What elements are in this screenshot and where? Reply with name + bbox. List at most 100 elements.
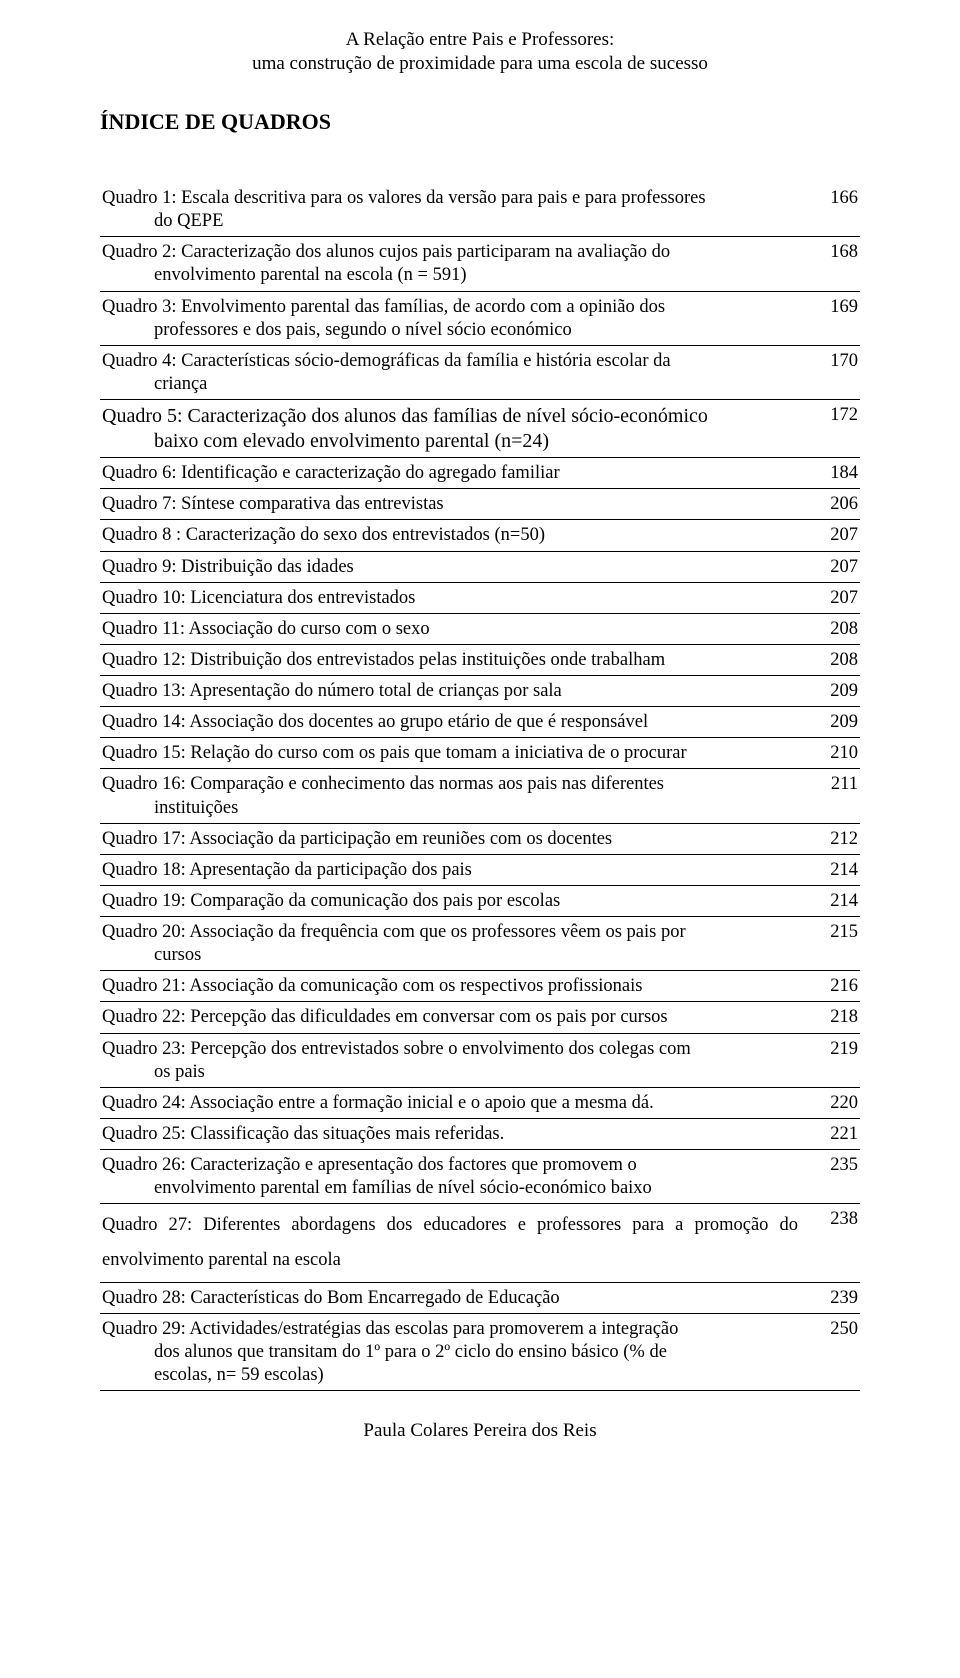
row-description: Quadro 16: Comparação e conhecimento das… xyxy=(100,769,800,823)
table-row: Quadro 7: Síntese comparativa das entrev… xyxy=(100,489,860,520)
row-text: Quadro 15: Relação do curso com os pais … xyxy=(102,743,687,763)
row-description: Quadro 14: Associação dos docentes ao gr… xyxy=(100,707,800,738)
row-page: 211 xyxy=(800,769,860,823)
row-description: Quadro 12: Distribuição dos entrevistado… xyxy=(100,644,800,675)
table-row: Quadro 29: Actividades/estratégias das e… xyxy=(100,1313,860,1390)
table-row: Quadro 9: Distribuição das idades 207 xyxy=(100,551,860,582)
table-row: Quadro 8 : Caracterização do sexo dos en… xyxy=(100,520,860,551)
row-text: Quadro 26: Caracterização e apresentação… xyxy=(102,1155,637,1175)
row-page: 208 xyxy=(800,613,860,644)
row-page: 168 xyxy=(800,237,860,291)
table-row: Quadro 19: Comparação da comunicação dos… xyxy=(100,885,860,916)
table-row: Quadro 14: Associação dos docentes ao gr… xyxy=(100,707,860,738)
row-page: 215 xyxy=(800,917,860,971)
row-description: Quadro 8 : Caracterização do sexo dos en… xyxy=(100,520,800,551)
row-text: Quadro 2: Caracterização dos alunos cujo… xyxy=(102,242,670,262)
row-description: Quadro 27: Diferentes abordagens dos edu… xyxy=(100,1204,800,1282)
table-row: Quadro 5: Caracterização dos alunos das … xyxy=(100,400,860,458)
row-text: Quadro 28: Características do Bom Encarr… xyxy=(102,1288,560,1308)
row-page: 235 xyxy=(800,1150,860,1204)
row-description: Quadro 9: Distribuição das idades xyxy=(100,551,800,582)
row-page: 221 xyxy=(800,1118,860,1149)
row-description: Quadro 28: Características do Bom Encarr… xyxy=(100,1282,800,1313)
table-row: Quadro 17: Associação da participação em… xyxy=(100,823,860,854)
header-line-1: A Relação entre Pais e Professores: xyxy=(100,28,860,52)
row-text: Quadro 5: Caracterização dos alunos das … xyxy=(102,405,708,427)
row-page: 209 xyxy=(800,676,860,707)
row-description: Quadro 26: Caracterização e apresentação… xyxy=(100,1150,800,1204)
row-description: Quadro 5: Caracterização dos alunos das … xyxy=(100,400,800,458)
table-row: Quadro 20: Associação da frequência com … xyxy=(100,917,860,971)
row-text: Quadro 18: Apresentação da participação … xyxy=(102,860,472,880)
row-description: Quadro 19: Comparação da comunicação dos… xyxy=(100,885,800,916)
row-description: Quadro 13: Apresentação do número total … xyxy=(100,676,800,707)
row-text: Quadro 29: Actividades/estratégias das e… xyxy=(102,1319,678,1339)
row-description: Quadro 25: Classificação das situações m… xyxy=(100,1118,800,1149)
row-text: Quadro 12: Distribuição dos entrevistado… xyxy=(102,650,665,670)
row-text-cont: do QEPE xyxy=(102,210,798,233)
row-text: Quadro 4: Características sócio-demográf… xyxy=(102,351,671,371)
row-page: 206 xyxy=(800,489,860,520)
table-row: Quadro 27: Diferentes abordagens dos edu… xyxy=(100,1204,860,1282)
header-line-2: uma construção de proximidade para uma e… xyxy=(100,52,860,76)
row-page: 172 xyxy=(800,400,860,458)
row-description: Quadro 29: Actividades/estratégias das e… xyxy=(100,1313,800,1390)
row-page: 216 xyxy=(800,971,860,1002)
row-page: 207 xyxy=(800,551,860,582)
row-text: Quadro 10: Licenciatura dos entrevistado… xyxy=(102,588,415,608)
row-description: Quadro 4: Características sócio-demográf… xyxy=(100,345,800,399)
row-text: Quadro 11: Associação do curso com o sex… xyxy=(102,619,430,639)
page-footer: Paula Colares Pereira dos Reis xyxy=(100,1419,860,1443)
row-text: Quadro 16: Comparação e conhecimento das… xyxy=(102,774,664,794)
row-text: Quadro 13: Apresentação do número total … xyxy=(102,681,562,701)
table-row: Quadro 18: Apresentação da participação … xyxy=(100,854,860,885)
table-row: Quadro 6: Identificação e caracterização… xyxy=(100,458,860,489)
table-row: Quadro 11: Associação do curso com o sex… xyxy=(100,613,860,644)
row-description: Quadro 24: Associação entre a formação i… xyxy=(100,1087,800,1118)
row-text: Quadro 1: Escala descritiva para os valo… xyxy=(102,188,706,208)
row-text: Quadro 14: Associação dos docentes ao gr… xyxy=(102,712,648,732)
row-text-cont: dos alunos que transitam do 1º para o 2º… xyxy=(102,1341,798,1364)
table-row: Quadro 21: Associação da comunicação com… xyxy=(100,971,860,1002)
row-description: Quadro 2: Caracterização dos alunos cujo… xyxy=(100,237,800,291)
table-row: Quadro 23: Percepção dos entrevistados s… xyxy=(100,1033,860,1087)
row-text-cont: os pais xyxy=(102,1061,798,1084)
row-description: Quadro 17: Associação da participação em… xyxy=(100,823,800,854)
row-page: 209 xyxy=(800,707,860,738)
row-text: Quadro 21: Associação da comunicação com… xyxy=(102,976,642,996)
row-page: 212 xyxy=(800,823,860,854)
row-text: Quadro 22: Percepção das dificuldades em… xyxy=(102,1007,668,1027)
row-page: 238 xyxy=(800,1204,860,1282)
row-text: Quadro 6: Identificação e caracterização… xyxy=(102,463,560,483)
row-description: Quadro 10: Licenciatura dos entrevistado… xyxy=(100,582,800,613)
row-page: 220 xyxy=(800,1087,860,1118)
row-description: Quadro 23: Percepção dos entrevistados s… xyxy=(100,1033,800,1087)
row-text: Quadro 27: Diferentes abordagens dos edu… xyxy=(102,1208,798,1278)
table-row: Quadro 15: Relação do curso com os pais … xyxy=(100,738,860,769)
table-row: Quadro 4: Características sócio-demográf… xyxy=(100,345,860,399)
row-text: Quadro 25: Classificação das situações m… xyxy=(102,1124,504,1144)
table-row: Quadro 12: Distribuição dos entrevistado… xyxy=(100,644,860,675)
row-description: Quadro 1: Escala descritiva para os valo… xyxy=(100,183,800,237)
table-row: Quadro 13: Apresentação do número total … xyxy=(100,676,860,707)
table-row: Quadro 22: Percepção das dificuldades em… xyxy=(100,1002,860,1033)
row-text: Quadro 8 : Caracterização do sexo dos en… xyxy=(102,525,545,545)
row-page: 214 xyxy=(800,885,860,916)
table-row: Quadro 10: Licenciatura dos entrevistado… xyxy=(100,582,860,613)
row-description: Quadro 20: Associação da frequência com … xyxy=(100,917,800,971)
table-row: Quadro 28: Características do Bom Encarr… xyxy=(100,1282,860,1313)
row-text: Quadro 23: Percepção dos entrevistados s… xyxy=(102,1039,691,1059)
row-text-cont: envolvimento parental na escola (n = 591… xyxy=(102,264,798,287)
row-page: 170 xyxy=(800,345,860,399)
row-page: 210 xyxy=(800,738,860,769)
row-description: Quadro 18: Apresentação da participação … xyxy=(100,854,800,885)
row-text-cont: envolvimento parental em famílias de nív… xyxy=(102,1177,798,1200)
row-page: 207 xyxy=(800,582,860,613)
row-page: 219 xyxy=(800,1033,860,1087)
row-page: 169 xyxy=(800,291,860,345)
table-row: Quadro 1: Escala descritiva para os valo… xyxy=(100,183,860,237)
row-description: Quadro 11: Associação do curso com o sex… xyxy=(100,613,800,644)
row-text-cont: cursos xyxy=(102,944,798,967)
row-text: Quadro 9: Distribuição das idades xyxy=(102,557,354,577)
row-page: 214 xyxy=(800,854,860,885)
